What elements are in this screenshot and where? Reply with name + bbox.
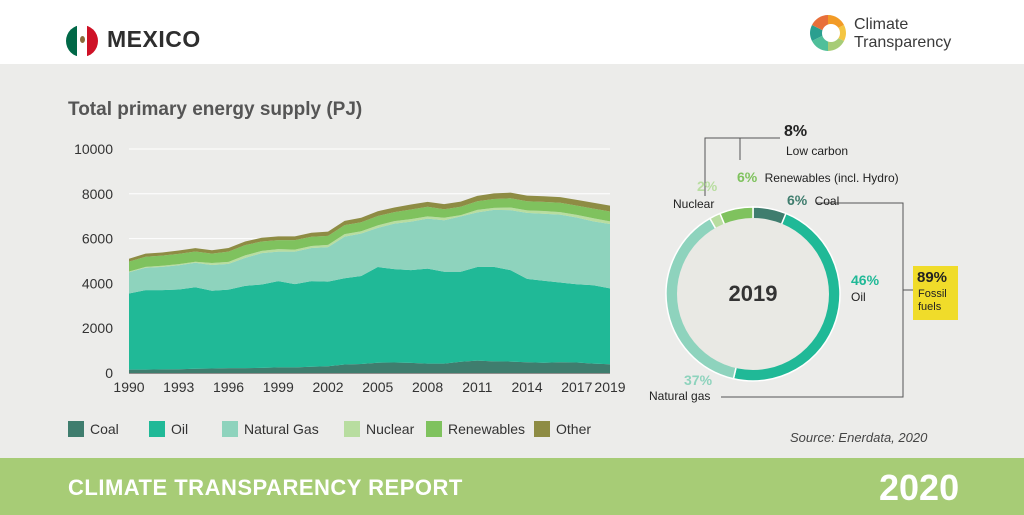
low-carbon-annotation: 8% [784, 123, 807, 141]
area-series-renewables [129, 198, 610, 272]
area-series-coal [129, 360, 610, 373]
footer: CLIMATE TRANSPARENCY REPORT 2020 [0, 458, 1024, 515]
legend-label: Renewables [448, 421, 526, 437]
source-note: Source: Enerdata, 2020 [790, 430, 928, 445]
x-tick-label: 2002 [312, 379, 343, 395]
chart-title: Total primary energy supply (PJ) [68, 99, 363, 120]
low-carbon-label: Low carbon [786, 144, 849, 158]
area-series-other [129, 192, 610, 262]
y-tick-label: 8000 [82, 186, 113, 202]
x-tick-label: 1993 [163, 379, 194, 395]
header: MEXICO Climate Transparency [0, 0, 1024, 64]
x-tick-label: 2005 [362, 379, 393, 395]
y-tick-label: 6000 [82, 231, 113, 247]
natural-gas-pct: 37% [684, 372, 713, 388]
legend-swatch [68, 421, 84, 437]
leader-line [704, 137, 780, 196]
x-tick-label: 2008 [412, 379, 443, 395]
legend-label: Natural Gas [244, 421, 319, 437]
x-tick-label: 1996 [213, 379, 244, 395]
country-title: MEXICO [107, 26, 201, 52]
legend-swatch [426, 421, 442, 437]
legend-item-natural-gas: Natural Gas [222, 421, 319, 437]
legend-item-coal: Coal [68, 421, 119, 437]
legend-item-renewables: Renewables [426, 421, 525, 437]
coal-pct: 6% [787, 192, 808, 208]
logo-text: Climate Transparency [854, 16, 951, 52]
legend-swatch [344, 421, 360, 437]
legend-label: Coal [90, 421, 119, 437]
x-tick-label: 2017 [561, 379, 592, 395]
footer-title: CLIMATE TRANSPARENCY REPORT [68, 475, 463, 500]
y-tick-label: 0 [105, 365, 113, 381]
leader-line [721, 202, 904, 398]
x-tick-label: 1999 [263, 379, 294, 395]
legend-swatch [149, 421, 165, 437]
legend-label: Nuclear [366, 421, 415, 437]
fossil-fuels-badge: 89% Fossil fuels [913, 266, 958, 320]
legend-swatch [534, 421, 550, 437]
climate-transparency-logo-icon [810, 15, 846, 51]
flag-stripe-green [66, 25, 77, 57]
nuclear-label: Nuclear [673, 197, 715, 211]
fossil-label: Fossil fuels [918, 288, 947, 313]
flag-stripe-white [76, 25, 88, 57]
legend-item-nuclear: Nuclear [344, 421, 414, 437]
area-series-oil [129, 266, 610, 370]
oil-label: Oil [851, 290, 866, 304]
donut-center-label: 2019 [729, 281, 778, 306]
flag-stripe-red [87, 25, 98, 57]
logo-line-2: Transparency [854, 34, 952, 51]
fossil-pct: 89% [917, 269, 948, 286]
area-chart: 0 2000 4000 6000 8000 10000 1990 1993 1996 1999 2… [74, 141, 626, 395]
footer-year: 2020 [879, 467, 960, 508]
renewables-label: Renewables (incl. Hydro) [764, 171, 899, 185]
x-tick-label: 2019 [594, 379, 625, 395]
legend-item-other: Other [534, 421, 591, 437]
area-series-nuclear [129, 207, 610, 273]
y-tick-label: 4000 [82, 275, 113, 291]
legend-label: Other [556, 421, 592, 437]
donut-chart: 2019 [665, 137, 913, 398]
area-series-natural-gas [129, 209, 610, 294]
y-tick-label: 10000 [74, 141, 113, 157]
legend-label: Oil [171, 421, 189, 437]
renewables-pct: 6% [737, 169, 758, 185]
x-tick-label: 2011 [462, 379, 492, 395]
y-tick-label: 2000 [82, 320, 113, 336]
natural-gas-label: Natural gas [649, 389, 711, 403]
mexico-flag-icon [66, 25, 98, 57]
low-carbon-pct: 8% [784, 123, 808, 140]
oil-pct: 46% [851, 272, 880, 288]
legend-swatch [222, 421, 238, 437]
donut-center [677, 218, 829, 370]
x-tick-label: 2014 [511, 379, 542, 395]
renewables-annotation: 6% Renewables (incl. Hydro) [737, 169, 899, 185]
logo-line-1: Climate [854, 16, 909, 33]
coal-label: Coal [814, 194, 840, 208]
nuclear-pct: 2% [697, 178, 718, 194]
coal-annotation: 6% Coal [787, 192, 839, 208]
x-tick-label: 1990 [113, 379, 144, 395]
legend-item-oil: Oil [149, 421, 188, 437]
